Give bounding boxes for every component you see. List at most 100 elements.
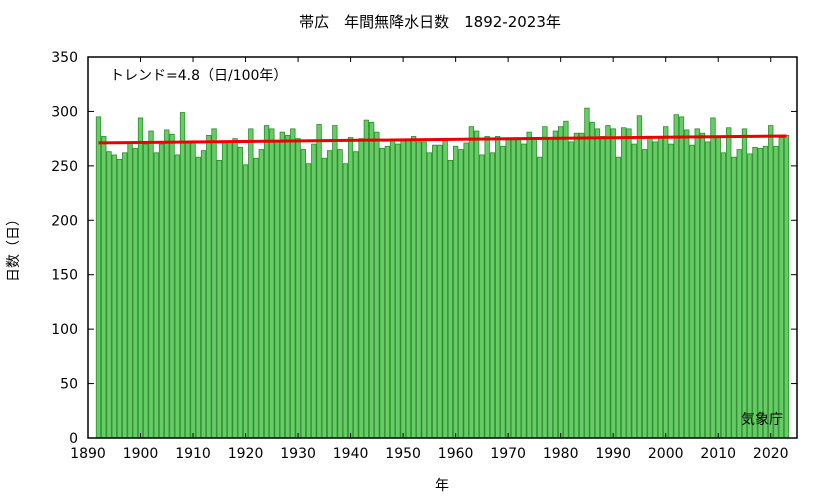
bar	[594, 128, 601, 439]
bar	[274, 140, 280, 439]
bar	[573, 132, 580, 439]
plot-frame	[87, 56, 798, 439]
bar	[437, 144, 443, 439]
bar	[558, 126, 564, 439]
bar	[347, 137, 354, 439]
x-tick-label: 1980	[543, 446, 579, 462]
chart-title: 帯広 年間無降水日数 1892-2023年	[299, 13, 561, 31]
bar	[221, 142, 228, 439]
bar	[269, 128, 275, 439]
bar	[242, 164, 249, 439]
x-tick-label: 2000	[648, 446, 684, 462]
bar	[584, 107, 590, 439]
bar	[169, 133, 175, 439]
bar	[442, 140, 448, 439]
bar	[353, 151, 359, 439]
bar	[127, 141, 133, 439]
bar	[652, 141, 658, 439]
bar	[647, 137, 653, 439]
bar	[148, 130, 154, 439]
bar	[279, 131, 285, 439]
bar	[762, 145, 769, 439]
bar	[258, 149, 264, 439]
bar	[568, 141, 574, 439]
bar	[395, 143, 401, 439]
x-tick-label: 1990	[595, 446, 631, 462]
bar	[153, 152, 159, 439]
x-axis: 1890 1900 1910 1920 1930 1940 1950 1960 1970 1980…	[70, 57, 789, 462]
bar	[505, 139, 511, 439]
x-tick-label: 2020	[753, 446, 789, 462]
bar	[200, 150, 207, 439]
bar	[179, 112, 186, 439]
bar	[710, 117, 716, 439]
bar	[143, 143, 149, 439]
bar	[405, 140, 412, 439]
bar	[515, 138, 522, 439]
bar	[400, 140, 406, 439]
bar	[374, 131, 380, 439]
x-tick-label: 1900	[123, 446, 159, 462]
bar	[416, 141, 422, 439]
bar	[720, 152, 727, 439]
bar	[626, 128, 632, 439]
bar	[368, 121, 375, 439]
y-tick-label: 0	[69, 431, 78, 447]
bar	[458, 149, 464, 439]
bar	[295, 138, 301, 439]
bar	[452, 145, 459, 439]
bar	[736, 149, 742, 439]
bar	[615, 156, 622, 439]
y-tick-label: 50	[60, 377, 78, 393]
bar	[494, 136, 501, 439]
bar	[473, 130, 480, 439]
y-tick-label: 300	[51, 104, 78, 120]
bar	[526, 131, 532, 439]
bar	[479, 154, 485, 439]
x-tick-label: 1910	[175, 446, 211, 462]
bar	[463, 142, 469, 439]
bar	[468, 126, 475, 439]
bar	[332, 125, 338, 439]
bar	[284, 134, 291, 439]
bar	[263, 125, 270, 439]
bar	[563, 120, 569, 439]
bar	[122, 152, 128, 439]
x-tick-label: 1950	[385, 446, 421, 462]
bar	[216, 160, 222, 439]
bar	[379, 148, 385, 439]
bar	[321, 157, 327, 439]
bar	[678, 116, 685, 439]
bar	[621, 127, 627, 439]
bar	[232, 138, 238, 439]
bar	[95, 116, 102, 439]
bar	[410, 136, 417, 439]
x-tick-label: 1960	[438, 446, 474, 462]
bar	[531, 137, 538, 439]
bar	[431, 144, 438, 439]
x-tick-label: 1940	[333, 446, 369, 462]
bar	[547, 137, 553, 439]
y-tick-label: 350	[51, 50, 78, 66]
bar-group	[95, 107, 790, 439]
bar	[185, 142, 191, 439]
bar	[305, 163, 312, 439]
bar	[589, 121, 595, 439]
bar	[389, 139, 396, 439]
bar	[206, 134, 212, 439]
bar	[715, 137, 721, 439]
bar	[311, 143, 317, 439]
bar	[500, 145, 506, 439]
bar	[316, 124, 322, 439]
bar	[326, 150, 333, 439]
bar	[600, 136, 606, 439]
bar	[689, 144, 695, 439]
y-tick-label: 100	[51, 322, 78, 338]
bar	[731, 156, 737, 439]
bar	[132, 148, 138, 439]
bar	[227, 141, 233, 439]
bar	[773, 145, 779, 439]
bar	[642, 149, 648, 439]
bar	[384, 145, 391, 439]
